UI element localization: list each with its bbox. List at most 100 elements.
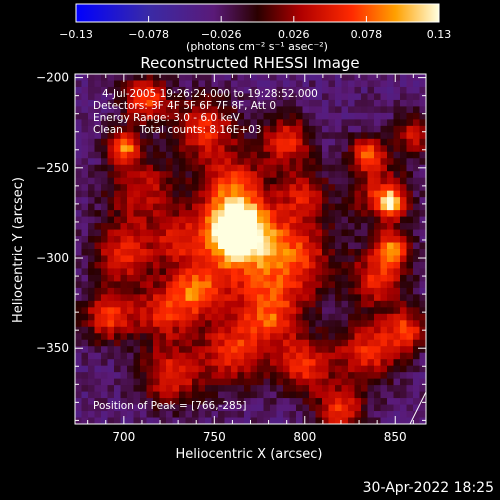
heatmap-cell bbox=[296, 106, 304, 114]
heatmap-cell bbox=[341, 106, 349, 114]
heatmap-cell bbox=[289, 255, 297, 263]
heatmap-cell bbox=[387, 307, 395, 315]
heatmap-cell bbox=[302, 210, 310, 218]
heatmap-cell bbox=[172, 229, 180, 237]
heatmap-cell bbox=[114, 307, 122, 315]
heatmap-cell bbox=[231, 346, 239, 354]
heatmap-cell bbox=[263, 411, 271, 419]
heatmap-cell bbox=[263, 359, 271, 367]
heatmap-cell bbox=[107, 268, 115, 276]
heatmap-cell bbox=[81, 145, 89, 153]
heatmap-cell bbox=[107, 274, 115, 283]
heatmap-cell bbox=[127, 339, 135, 347]
heatmap-cell bbox=[374, 365, 382, 373]
heatmap-cell bbox=[322, 132, 330, 140]
heatmap-cell bbox=[120, 300, 128, 308]
heatmap-cell bbox=[198, 151, 206, 159]
heatmap-cell bbox=[367, 404, 375, 412]
heatmap-cell bbox=[114, 326, 122, 334]
heatmap-cell bbox=[107, 404, 115, 412]
heatmap-cell bbox=[406, 320, 414, 328]
heatmap-cell bbox=[218, 138, 226, 146]
heatmap-cell bbox=[380, 417, 388, 424]
heatmap-cell bbox=[302, 93, 310, 101]
heatmap-cell bbox=[224, 125, 232, 133]
heatmap-cell bbox=[380, 333, 388, 341]
heatmap-cell bbox=[192, 236, 200, 244]
heatmap-cell bbox=[276, 417, 284, 424]
heatmap-cell bbox=[75, 404, 83, 412]
heatmap-cell bbox=[224, 99, 232, 108]
heatmap-cell bbox=[296, 177, 304, 185]
heatmap-cell bbox=[400, 249, 408, 257]
heatmap-cell bbox=[374, 151, 382, 159]
heatmap-cell bbox=[374, 99, 382, 108]
heatmap-cell bbox=[146, 99, 154, 108]
heatmap-cell bbox=[244, 151, 252, 159]
heatmap-cell bbox=[120, 86, 128, 95]
heatmap-cell bbox=[81, 249, 89, 257]
heatmap-cell bbox=[146, 333, 154, 341]
heatmap-cell bbox=[400, 385, 408, 393]
heatmap-cell bbox=[315, 112, 323, 120]
heatmap-cell bbox=[205, 223, 213, 231]
heatmap-cell bbox=[387, 274, 395, 283]
heatmap-cell bbox=[133, 145, 141, 153]
heatmap-cell bbox=[244, 313, 252, 321]
heatmap-cell bbox=[120, 197, 128, 205]
heatmap-cell bbox=[315, 151, 323, 159]
heatmap-cell bbox=[224, 119, 232, 127]
heatmap-cell bbox=[205, 125, 213, 133]
heatmap-cell bbox=[387, 177, 395, 185]
heatmap-cell bbox=[231, 190, 239, 198]
heatmap-cell bbox=[276, 281, 284, 289]
heatmap-cell bbox=[387, 417, 395, 424]
heatmap-cell bbox=[153, 112, 161, 120]
heatmap-cell bbox=[224, 229, 232, 237]
heatmap-cell bbox=[315, 216, 323, 224]
heatmap-cell bbox=[309, 391, 317, 399]
heatmap-cell bbox=[263, 125, 271, 133]
heatmap-cell bbox=[400, 223, 408, 231]
heatmap-cell bbox=[322, 300, 330, 308]
heatmap-cell bbox=[120, 307, 128, 315]
heatmap-cell bbox=[315, 236, 323, 244]
heatmap-cell bbox=[244, 203, 252, 211]
heatmap-cell bbox=[159, 391, 167, 399]
heatmap-cell bbox=[367, 158, 375, 166]
heatmap-cell bbox=[276, 313, 284, 321]
heatmap-cell bbox=[302, 99, 310, 108]
heatmap-cell bbox=[133, 300, 141, 308]
heatmap-cell bbox=[107, 307, 115, 315]
heatmap-cell bbox=[114, 151, 122, 159]
heatmap-cell bbox=[322, 74, 330, 82]
heatmap-cell bbox=[270, 372, 278, 380]
heatmap-cell bbox=[185, 417, 193, 424]
heatmap-cell bbox=[146, 287, 154, 295]
heatmap-cell bbox=[348, 184, 356, 192]
heatmap-cell bbox=[218, 164, 226, 172]
heatmap-cell bbox=[224, 398, 232, 406]
heatmap-cell bbox=[94, 268, 102, 276]
heatmap-cell bbox=[354, 307, 362, 315]
heatmap-cell bbox=[140, 210, 148, 218]
heatmap-cell bbox=[133, 365, 141, 373]
heatmap-cell bbox=[133, 86, 141, 95]
heatmap-cell bbox=[88, 119, 96, 127]
heatmap-cell bbox=[276, 294, 284, 302]
heatmap-cell bbox=[413, 320, 421, 328]
heatmap-cell bbox=[231, 391, 239, 399]
heatmap-cell bbox=[309, 145, 317, 153]
heatmap-cell bbox=[107, 391, 115, 399]
heatmap-cell bbox=[198, 320, 206, 328]
heatmap-cell bbox=[140, 365, 148, 373]
heatmap-cell bbox=[361, 216, 369, 224]
heatmap-cell bbox=[250, 398, 258, 406]
heatmap-cell bbox=[94, 93, 102, 101]
heatmap-cell bbox=[140, 287, 148, 295]
heatmap-cell bbox=[276, 261, 284, 270]
heatmap-cell bbox=[367, 86, 375, 95]
heatmap-cell bbox=[153, 281, 161, 289]
heatmap-cell bbox=[133, 190, 141, 198]
heatmap-cell bbox=[172, 294, 180, 302]
